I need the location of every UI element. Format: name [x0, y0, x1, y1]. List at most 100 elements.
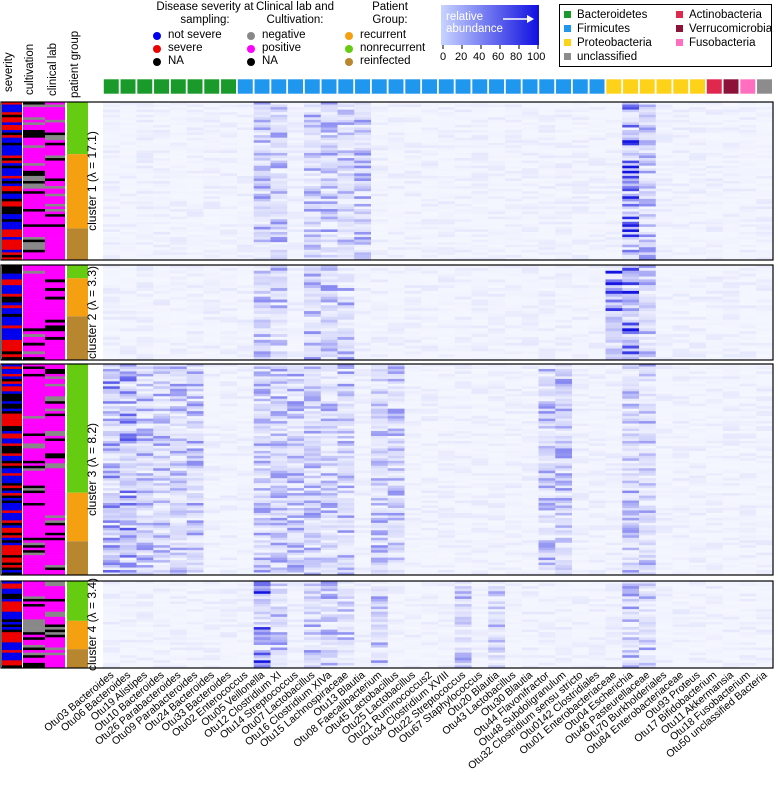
heatmap-cell: [404, 145, 422, 149]
heatmap-cell: [253, 219, 271, 223]
heatmap-cell: [605, 165, 623, 169]
heatmap-cell: [639, 239, 657, 243]
heatmap-cell: [572, 325, 590, 329]
heatmap-cell: [555, 406, 573, 409]
heatmap-cell: [404, 165, 422, 169]
heatmap-cell: [119, 354, 137, 358]
heatmap-cell: [689, 109, 707, 113]
heatmap-cell: [555, 388, 573, 392]
heatmap-cell: [672, 206, 690, 210]
heatmap-cell: [622, 285, 640, 289]
heatmap-cell: [572, 237, 590, 240]
heatmap-cell: [605, 104, 623, 108]
heatmap-cell: [521, 239, 539, 243]
heatmap-cell: [320, 354, 338, 358]
heatmap-cell: [337, 334, 355, 338]
heatmap-cell: [387, 378, 405, 382]
clinical-lab-cell: [45, 188, 65, 192]
heatmap-cell: [588, 305, 606, 309]
severity-cell: [2, 302, 22, 306]
heatmap-cell: [371, 231, 389, 235]
heatmap-cell: [421, 285, 439, 289]
heatmap-cell: [237, 299, 255, 303]
heatmap-cell: [203, 145, 221, 149]
heatmap-cell: [320, 252, 338, 256]
heatmap-cell: [655, 114, 673, 118]
heatmap-cell: [505, 163, 523, 167]
heatmap-cell: [538, 242, 556, 246]
heatmap-cell: [756, 406, 774, 409]
heatmap-cell: [304, 345, 322, 349]
heatmap-cell: [253, 183, 271, 187]
heatmap-cell: [421, 147, 439, 151]
heatmap-cell: [337, 109, 355, 113]
heatmap-cell: [337, 137, 355, 141]
heatmap-cell: [739, 231, 757, 235]
heatmap-cell: [538, 234, 556, 238]
heatmap-cell: [706, 288, 724, 292]
clinical-lab-cell: [45, 237, 65, 240]
heatmap-cell: [404, 219, 422, 223]
heatmap-cell: [354, 150, 372, 154]
heatmap-cell: [438, 376, 456, 380]
heatmap-cell: [454, 366, 472, 370]
heatmap-cell: [103, 368, 121, 372]
heatmap-cell: [505, 265, 523, 269]
heatmap-cell: [103, 411, 121, 414]
heatmap-cell: [354, 299, 372, 303]
heatmap-cell: [170, 276, 188, 280]
heatmap-cell: [354, 135, 372, 138]
heatmap-cell: [136, 408, 154, 412]
cultivation-cell: [23, 273, 45, 277]
heatmap-cell: [119, 234, 137, 238]
heatmap-cell: [253, 214, 271, 217]
heatmap-cell: [454, 364, 472, 367]
heatmap-cell: [555, 150, 573, 154]
heatmap-cell: [220, 135, 238, 138]
heatmap-cell: [655, 348, 673, 352]
heatmap-cell: [521, 364, 539, 367]
heatmap-cell: [153, 354, 171, 358]
heatmap-cell: [170, 193, 188, 197]
heatmap-cell: [605, 109, 623, 113]
heatmap-cell: [220, 348, 238, 352]
heatmap-cell: [722, 109, 740, 113]
heatmap-cell: [454, 237, 472, 240]
heatmap-cell: [521, 334, 539, 338]
severity-cell: [2, 364, 22, 367]
heatmap-cell: [270, 396, 288, 400]
heatmap-cell: [722, 366, 740, 370]
heatmap-cell: [555, 408, 573, 412]
heatmap-cell: [237, 104, 255, 108]
heatmap-cell: [555, 285, 573, 289]
heatmap-cell: [488, 181, 506, 184]
heatmap-cell: [505, 132, 523, 136]
heatmap-cell: [220, 305, 238, 309]
heatmap-cell: [337, 270, 355, 274]
heatmap-cell: [655, 209, 673, 212]
clinical-lab-cell: [45, 102, 65, 105]
cultivation-cell: [23, 254, 45, 258]
heatmap-cell: [220, 252, 238, 256]
heatmap-cell: [387, 311, 405, 315]
heatmap-cell: [438, 231, 456, 235]
heatmap-cell: [689, 244, 707, 248]
heatmap-cell: [287, 196, 305, 200]
heatmap-cell: [119, 137, 137, 141]
heatmap-cell: [655, 288, 673, 292]
heatmap-cell: [387, 244, 405, 248]
heatmap-cell: [220, 102, 238, 105]
heatmap-cell: [689, 122, 707, 126]
heatmap-cell: [387, 124, 405, 128]
heatmap-cell: [706, 391, 724, 395]
heatmap-cell: [371, 237, 389, 240]
severity-cell: [2, 313, 22, 318]
heatmap-cell: [555, 191, 573, 195]
heatmap-cell: [220, 112, 238, 116]
heatmap-cell: [404, 226, 422, 230]
heatmap-cell: [471, 234, 489, 238]
heatmap-cell: [454, 163, 472, 167]
heatmap-cell: [488, 378, 506, 382]
heatmap-cell: [404, 408, 422, 412]
heatmap-cell: [270, 226, 288, 230]
